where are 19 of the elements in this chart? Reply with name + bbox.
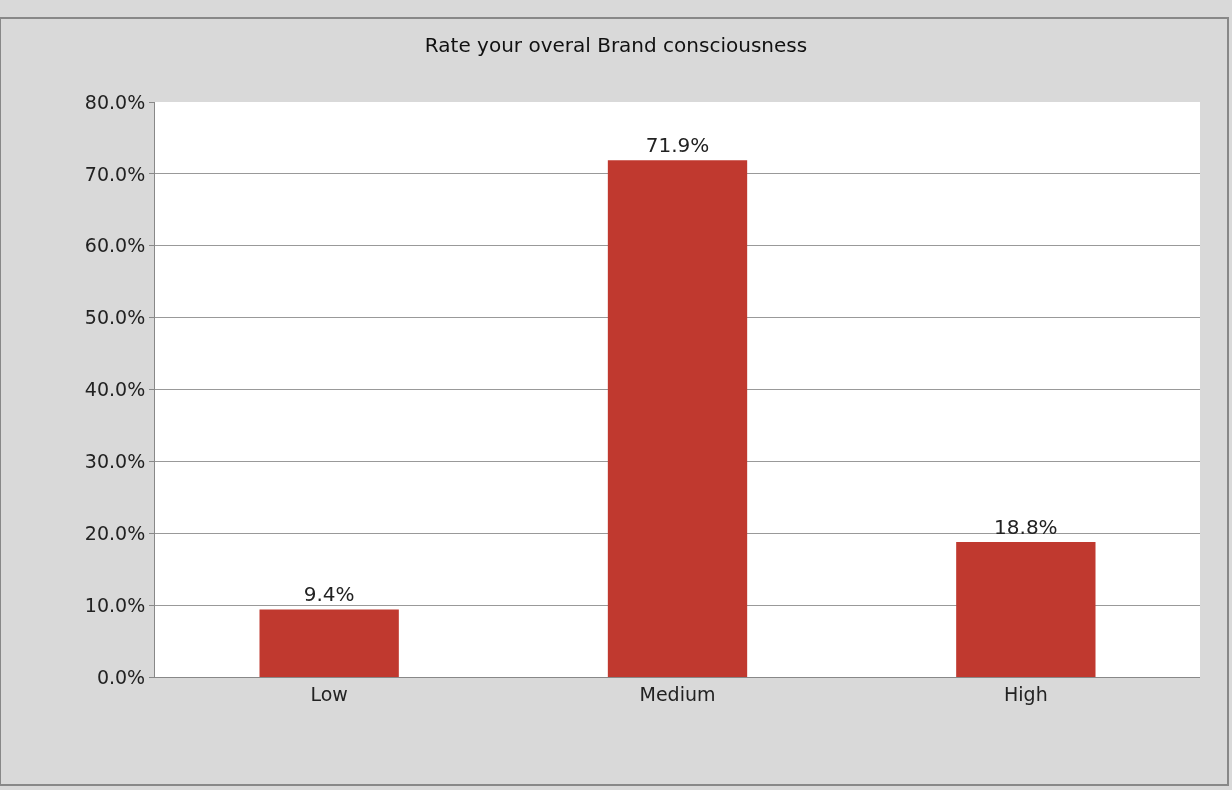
bar xyxy=(607,160,748,677)
y-tick-label: 10.0% xyxy=(84,593,146,616)
data-label: 18.8% xyxy=(994,514,1058,539)
y-tick-label: 20.0% xyxy=(84,521,146,544)
y-tick-label: 80.0% xyxy=(84,90,146,113)
y-tick-label: 60.0% xyxy=(84,234,146,257)
y-tick-label: 70.0% xyxy=(84,162,146,185)
data-label: 71.9% xyxy=(645,133,710,158)
x-tick-label: Medium xyxy=(639,682,716,705)
x-tick-label: Low xyxy=(310,682,348,705)
y-tick-label: 0.0% xyxy=(96,665,146,688)
y-tick-label: 30.0% xyxy=(84,450,146,473)
x-tick-label: High xyxy=(1003,682,1048,705)
y-tick-label: 50.0% xyxy=(84,306,146,329)
bar xyxy=(259,609,399,677)
data-label: 9.4% xyxy=(303,582,355,607)
bar xyxy=(956,541,1096,677)
y-tick-label: 40.0% xyxy=(84,378,146,401)
chart-title: Rate your overal Brand consciousness xyxy=(424,33,808,57)
